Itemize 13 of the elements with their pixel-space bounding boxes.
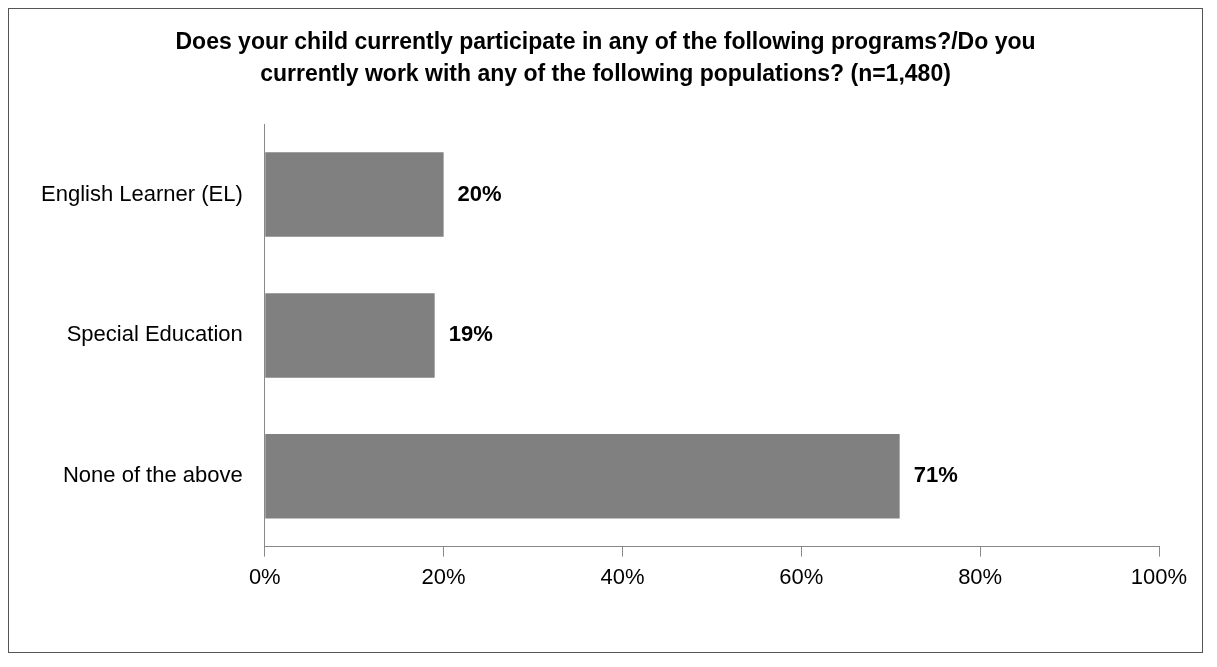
y-tick-label: Special Education <box>66 321 243 347</box>
y-tick-label: English Learner (EL) <box>40 180 243 206</box>
data-label: 19% <box>448 321 493 347</box>
y-tick-label: None of the above <box>62 462 243 488</box>
x-tick-label: 60% <box>779 563 824 589</box>
x-tick-label: 100% <box>1130 563 1188 589</box>
x-tick-label: 40% <box>600 563 645 589</box>
data-label: 71% <box>913 462 958 488</box>
x-tick-label: 80% <box>958 563 1003 589</box>
chart-title: Does your child currently participate in any of the following programs?/Do you currently work with any of the following populations? (n=1,480) <box>174 27 1037 88</box>
x-tick-label: 20% <box>421 563 466 589</box>
x-tick-label: 0% <box>248 563 281 589</box>
data-label: 20% <box>457 180 502 206</box>
